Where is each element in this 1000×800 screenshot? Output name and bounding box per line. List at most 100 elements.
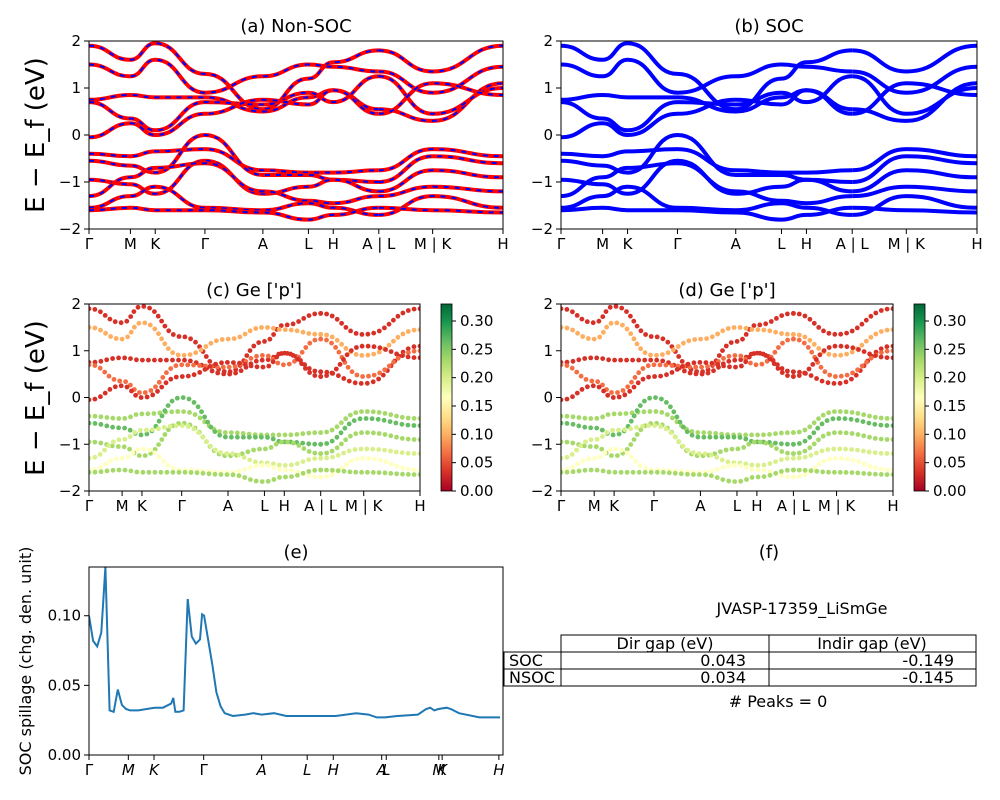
x-tick-label: H [414, 497, 425, 515]
band-point [335, 452, 341, 458]
band-point [399, 450, 405, 456]
band-point [859, 363, 865, 369]
band-point [629, 454, 634, 460]
band-point [588, 425, 594, 431]
band-point [411, 467, 417, 473]
band-point [219, 360, 224, 366]
band-point [271, 461, 276, 467]
x-tick-label: K [437, 761, 448, 779]
band-point [114, 456, 119, 462]
band-line [852, 194, 977, 217]
band-point [354, 456, 360, 462]
y-tick-label: 0.10 [48, 607, 81, 625]
x-tick-label: A | L [777, 497, 811, 515]
band-point [348, 458, 354, 464]
band-point [807, 434, 813, 440]
y-tick-label: −2 [531, 220, 553, 238]
band-point [370, 379, 376, 385]
band-point [270, 359, 276, 365]
band-point [779, 370, 785, 375]
band-point [802, 370, 807, 376]
band-point [761, 327, 767, 333]
band-point [197, 415, 203, 421]
band-point [676, 354, 682, 359]
band-point [223, 434, 228, 440]
band-point [743, 436, 749, 442]
band-point [561, 413, 564, 419]
band-point [186, 396, 192, 402]
band-point [637, 463, 643, 468]
band-point [564, 413, 570, 419]
band-point [811, 320, 817, 326]
band-point [738, 463, 744, 468]
band-point [259, 325, 264, 330]
band-point [346, 421, 352, 427]
band-point [701, 430, 707, 435]
band-point [681, 340, 686, 346]
band-point [405, 354, 411, 360]
band-point [289, 474, 294, 479]
band-point [884, 472, 890, 477]
y-tick-label: −1 [531, 435, 553, 453]
band-point [405, 346, 411, 352]
band-point [236, 452, 242, 458]
band-point [195, 404, 201, 410]
x-tick-label: Γ [199, 761, 208, 779]
band-point [112, 384, 118, 390]
colorbar-tick-label: 0.20 [460, 369, 493, 387]
band-point [791, 430, 796, 435]
band-point [153, 384, 158, 390]
band-point [838, 331, 844, 337]
band-point [151, 411, 157, 416]
band-point [679, 359, 685, 364]
band-point [873, 310, 879, 316]
panel-b-plot-area [561, 41, 977, 222]
x-tick-label: Γ [178, 497, 187, 515]
band-point [220, 364, 226, 370]
band-point [128, 329, 134, 335]
band-point [663, 362, 669, 368]
band-point [376, 328, 382, 334]
band-point [850, 345, 856, 351]
band-point [253, 326, 259, 331]
band-point [850, 370, 855, 376]
band-point [631, 318, 637, 324]
band-point [116, 437, 122, 443]
band-point [671, 409, 677, 415]
band-point [324, 373, 329, 378]
band-point [719, 457, 725, 463]
x-tick-label: Γ [557, 497, 566, 515]
band-point [604, 430, 610, 435]
band-point [259, 434, 264, 440]
band-point [594, 467, 600, 473]
band-point [411, 423, 417, 428]
band-point [779, 457, 784, 463]
band-point [400, 331, 406, 337]
band-point [608, 320, 614, 326]
band-point [807, 337, 813, 343]
band-point [371, 351, 377, 357]
band-line [561, 57, 853, 95]
band-point [405, 472, 411, 477]
band-point [720, 348, 725, 353]
band-point [779, 449, 785, 454]
band-point [92, 439, 98, 445]
band-point [844, 330, 849, 336]
band-point [127, 427, 133, 433]
x-tick-label: A | L [836, 235, 870, 253]
band-point [642, 357, 648, 363]
band-point [364, 380, 370, 386]
band-point [659, 410, 665, 415]
band-point [236, 468, 242, 474]
table-cell-value: 0.043 [700, 651, 746, 670]
band-point [814, 450, 819, 456]
band-point [120, 455, 125, 461]
band-point [631, 384, 637, 390]
band-point [855, 470, 861, 476]
band-point [146, 357, 151, 363]
band-point [106, 443, 111, 448]
band-point [118, 383, 124, 389]
band-point [225, 336, 231, 342]
band-point [814, 468, 820, 474]
band-point [89, 325, 92, 330]
